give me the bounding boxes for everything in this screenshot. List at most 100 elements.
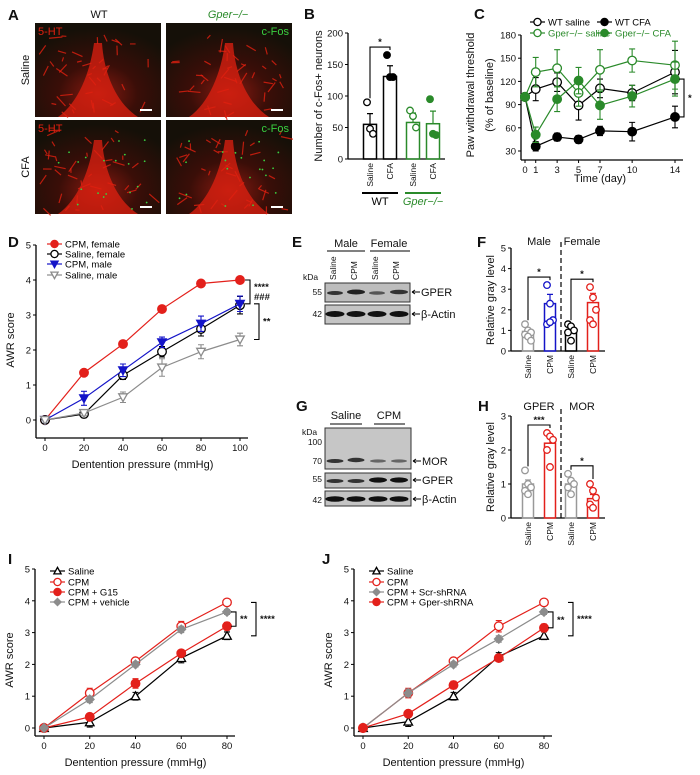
x-tick-label: 40 [448,741,459,752]
data-point [448,659,459,670]
series-cpm-g15 [39,621,232,733]
y-axis-title: Relative gray level [485,422,497,512]
data-point [592,305,600,314]
y-tick-label: 100 [327,92,343,103]
x-tick-label: 60 [176,741,187,752]
significance-label: * [580,269,584,280]
chart-panel-i: 0 1 2 3 4 5 0 20 40 60 80 Dentention pressure (mmHg… [4,565,275,770]
data-point [78,408,90,419]
bar-group [586,283,600,352]
data-point [196,278,206,289]
panel-a: A WT Gper−/− Saline CFA 5-HT c-Fos 5-HT c-F… [8,7,294,216]
bar-group [521,320,535,352]
data-point [234,299,246,310]
y-tick-label: 2 [344,660,349,671]
legend-item: Gper−/− CFA [597,29,672,40]
significance-bracket [570,278,594,321]
raphe-structure [189,140,269,214]
stain-label-5ht: 5-HT [38,123,63,135]
data-point [530,141,541,152]
data-point [549,435,557,444]
data-point [564,469,572,478]
panel-label-e: E [292,234,302,251]
data-point [524,490,532,499]
x-tick-label: 80 [539,741,550,752]
y-tick-label: 0 [338,155,343,166]
bar [382,75,398,160]
micrograph-cfa-wt: 5-HT [35,120,161,216]
data-point [369,129,377,138]
series-cpm-male [39,295,246,426]
data-point [221,606,233,618]
arrow-icon [411,311,420,317]
y-tick-label: 5 [26,241,31,252]
lane-label: Saline [370,256,380,280]
data-point [670,74,680,85]
blot-actin [324,304,411,325]
data-point [78,394,90,404]
data-point [156,363,168,374]
bar-group [425,95,441,160]
legend-label: CPM + vehicle [68,598,130,609]
x-tick-label: 60 [493,741,504,752]
data-point [595,100,605,111]
arrow-icon [411,289,420,295]
legend-item: Saline [369,566,413,578]
y-tick-label: 2 [25,660,30,671]
band-label-mor: MOR [422,456,448,468]
series-line [43,611,228,729]
y-tick-label: 5 [501,244,506,255]
y-tick-label: 180 [500,31,516,42]
data-point [448,680,459,691]
data-point [130,678,141,689]
significance-bracket [570,465,594,479]
data-point [372,577,381,587]
western-blot-e: Male Female Saline CPM Saline CPM kDa 55… [303,238,455,325]
legend-item: CPM [369,578,408,589]
y-tick-label: 4 [25,596,30,607]
data-point [389,73,397,82]
group-label: MOR [569,401,595,413]
legend-label: Saline [387,567,413,578]
data-point [564,328,572,337]
row-title-cfa: CFA [20,156,32,178]
raphe-structure [58,140,138,214]
significance-bracket [231,611,237,627]
y-tick-label: 1 [501,326,506,337]
data-point [371,566,382,575]
panel-label-h: H [478,398,489,415]
significance-label: **** [260,614,275,625]
x-tick-label: 10 [627,165,638,176]
data-point [546,299,554,308]
significance-bracket [527,424,551,467]
series-line [362,611,545,729]
panel-label-i: I [8,551,12,568]
band-label-gper: GPER [421,287,452,299]
series-line [44,304,241,421]
data-point [520,91,530,102]
data-point [157,304,167,315]
group-label: GPER [523,401,554,413]
data-point [493,653,504,663]
chart-panel-f: 0 1 2 3 4 5 Relative gray level Saline CPM Saline… [485,236,605,379]
legend-label: Gper−/− CFA [615,29,672,40]
raphe-structure [58,43,138,117]
series-cpm-gper-shrna [358,622,549,733]
chart-panel-c: 30 60 90 120 150 180 0 1 3 5 7 10 14 Time (day) Paw wi… [465,18,692,186]
stain-label-cfos: c-Fos [262,26,290,38]
category-label: Saline [523,355,533,379]
data-point [156,338,168,348]
scale-bar [271,109,283,111]
x-axis-title: Dentention pressure (mmHg) [383,757,525,769]
data-point [552,63,563,74]
error-bar [367,113,373,125]
data-point [567,490,575,499]
legend-label: Saline [68,567,94,578]
legend-item: CPM + G15 [50,588,118,599]
y-tick-label: 0 [501,347,506,358]
panel-label-c: C [474,6,485,23]
y-axis-title: Relative gray level [485,255,497,345]
data-point [533,17,542,27]
series-line [44,303,241,421]
